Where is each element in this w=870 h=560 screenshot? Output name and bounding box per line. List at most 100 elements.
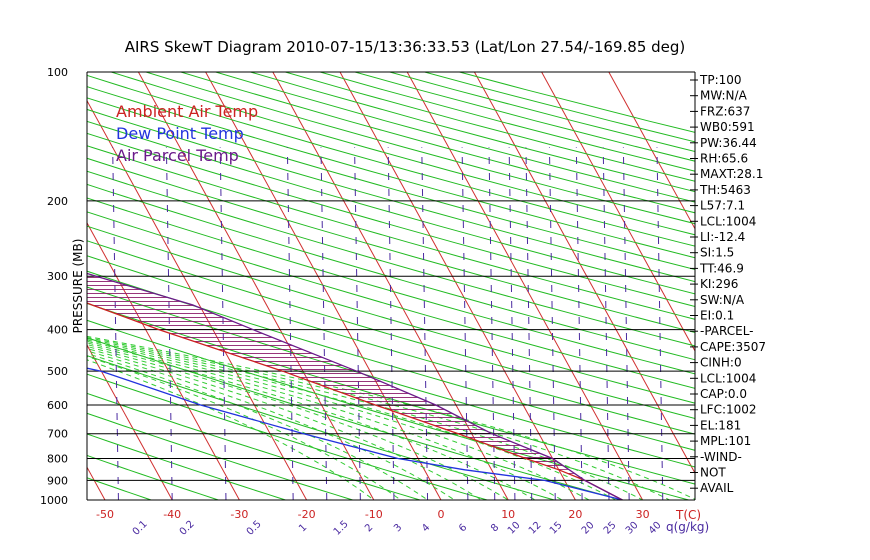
index-label: LCL:1004 bbox=[700, 371, 756, 385]
dry-adiabat-line bbox=[87, 286, 695, 468]
index-label: KI:296 bbox=[700, 277, 738, 291]
bottom-temp-tick-label: -30 bbox=[230, 508, 248, 521]
dry-adiabat-line bbox=[87, 337, 624, 500]
mixing-ratio-line bbox=[354, 147, 361, 500]
mixing-ratio-label: 6 bbox=[457, 522, 469, 534]
mixing-ratio-label: 0.5 bbox=[245, 519, 264, 538]
chart-title: AIRS SkewT Diagram 2010-07-15/13:36:33.5… bbox=[125, 38, 686, 56]
isotherm-line bbox=[473, 72, 695, 475]
index-label: LFC:1002 bbox=[700, 403, 757, 417]
index-label: EI:0.1 bbox=[700, 309, 734, 323]
pressure-lines bbox=[87, 200, 695, 481]
pressure-tick-label: 300 bbox=[47, 270, 68, 283]
dry-adiabat-line bbox=[87, 120, 695, 295]
index-label: LCL:1004 bbox=[700, 214, 756, 228]
mixing-ratio-label: 0.2 bbox=[178, 519, 197, 538]
index-label: TP:100 bbox=[699, 73, 742, 87]
index-label: SW:N/A bbox=[700, 293, 745, 307]
dry-adiabat-line bbox=[87, 477, 153, 500]
index-label: PW:36.44 bbox=[700, 136, 757, 150]
mixing-ratio-label: 40 bbox=[647, 520, 664, 537]
pressure-tick-label: 700 bbox=[47, 428, 68, 441]
dry-adiabat-line bbox=[87, 86, 695, 259]
x-axis-label: T(C) bbox=[675, 508, 701, 522]
dry-adiabat-line bbox=[87, 302, 695, 485]
dry-adiabat-line bbox=[0, 52, 41, 509]
pressure-tick-label: 800 bbox=[47, 453, 68, 466]
index-label: EL:181 bbox=[700, 418, 741, 432]
mixing-ratio-label: 15 bbox=[548, 520, 565, 537]
dry-adiabat-line bbox=[87, 132, 695, 308]
isotherm-line bbox=[87, 99, 308, 500]
pressure-tick-label: 600 bbox=[47, 399, 68, 412]
moist-adiabat-line bbox=[87, 335, 695, 500]
y-axis-label: PRESSURE (MB) bbox=[71, 239, 85, 334]
dry-adiabat-line bbox=[87, 97, 695, 271]
dry-adiabat-line bbox=[87, 355, 557, 500]
isotherm-line bbox=[608, 72, 695, 230]
pressure-tick-label: 100 bbox=[47, 66, 68, 79]
pressure-tick-labels: 100 200 300 400 500 600 700 800 900 1000 bbox=[40, 66, 68, 507]
dry-adiabat-line bbox=[87, 225, 695, 404]
legend: Ambient Air Temp Dew Point Temp Air Parcel… bbox=[116, 102, 258, 165]
legend-entry: Ambient Air Temp bbox=[116, 102, 258, 121]
moist-adiabat-line bbox=[87, 345, 510, 500]
mixing-ratio-line bbox=[286, 147, 294, 500]
mixing-ratio-label: 4 bbox=[420, 522, 432, 534]
mixing-ratio-label: 25 bbox=[602, 520, 619, 537]
index-label: TT:46.9 bbox=[699, 261, 744, 275]
dry-adiabat-line bbox=[87, 108, 695, 283]
dry-adiabat-line bbox=[87, 412, 355, 500]
mixing-ratio-label: 8 bbox=[489, 522, 501, 534]
mixing-ratio-line bbox=[575, 147, 583, 500]
pressure-tick-label: 200 bbox=[47, 195, 68, 208]
dry-adiabat-lines bbox=[0, 52, 695, 509]
dry-adiabat-line bbox=[87, 373, 489, 500]
mixing-ratio-line bbox=[165, 147, 173, 500]
moist-adiabat-line bbox=[87, 339, 617, 500]
dry-adiabat-line bbox=[87, 454, 220, 500]
bottom-temp-tick-label: -10 bbox=[365, 508, 383, 521]
dry-adiabat-line bbox=[283, 72, 695, 182]
pressure-tick-label: 900 bbox=[47, 474, 68, 487]
dry-adiabat-line bbox=[87, 270, 695, 451]
dry-adiabat-line bbox=[318, 72, 695, 172]
mixing-ratio-label: 0.1 bbox=[131, 519, 150, 538]
isotherm-line bbox=[137, 72, 375, 500]
mixing-ratio-line bbox=[525, 147, 533, 500]
dry-adiabat-line bbox=[87, 319, 691, 500]
moist-adiabat-line bbox=[87, 348, 483, 500]
index-label: TH:5463 bbox=[699, 183, 751, 197]
mixing-ratio-label: 10 bbox=[506, 520, 523, 537]
dry-adiabat-line bbox=[87, 392, 422, 500]
index-label: L57:7.1 bbox=[700, 199, 745, 213]
isotherm-line bbox=[0, 72, 38, 500]
parcel-temp-line bbox=[87, 272, 623, 500]
dew-point-line bbox=[87, 367, 623, 500]
moist-adiabat-line bbox=[87, 352, 429, 500]
dry-adiabat-line bbox=[87, 197, 695, 375]
index-label: CINH:0 bbox=[700, 356, 742, 370]
bottom-temp-tick-labels: -50 -40 -30 -20 -10 0 10 20 30 bbox=[96, 508, 650, 521]
dry-adiabat-line bbox=[87, 255, 695, 435]
index-label: AVAIL bbox=[700, 481, 734, 495]
moist-adiabat-line bbox=[87, 359, 375, 500]
cape-hatching bbox=[87, 277, 581, 478]
dry-adiabat-line bbox=[248, 72, 695, 193]
bottom-temp-tick-label: -50 bbox=[96, 508, 114, 521]
mixing-ratio-line bbox=[602, 147, 610, 500]
mixing-ratio-label: 12 bbox=[527, 520, 544, 537]
mixing-ratio-line bbox=[548, 147, 556, 500]
moist-adiabat-line bbox=[87, 338, 644, 500]
index-label: -PARCEL- bbox=[700, 324, 754, 338]
moist-adiabat-line bbox=[87, 340, 590, 500]
mixing-ratio-label: 30 bbox=[624, 520, 641, 537]
bottom-temp-tick-label: -20 bbox=[298, 508, 316, 521]
mixing-ratio-label: 3 bbox=[392, 522, 404, 534]
dry-adiabat-line bbox=[87, 433, 288, 500]
index-label: RH:65.6 bbox=[700, 152, 748, 166]
dry-adiabat-line bbox=[87, 145, 695, 320]
isotherm-line bbox=[87, 221, 240, 500]
